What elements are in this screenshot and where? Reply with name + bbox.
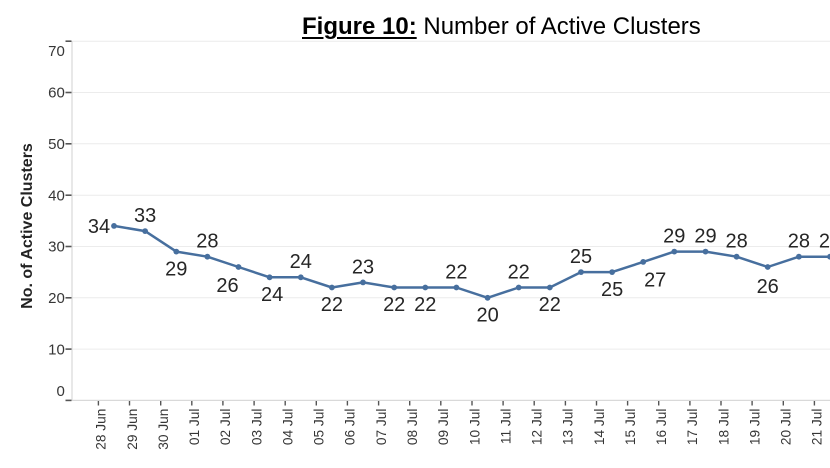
svg-text:03 Jul: 03 Jul [249, 409, 264, 446]
svg-text:20: 20 [48, 290, 65, 307]
svg-text:22: 22 [414, 294, 436, 316]
svg-text:24: 24 [261, 284, 283, 306]
svg-text:30 Jun: 30 Jun [156, 409, 171, 450]
svg-text:24: 24 [290, 251, 312, 273]
svg-text:60: 60 [48, 85, 65, 102]
svg-text:29: 29 [694, 226, 716, 248]
svg-text:08 Jul: 08 Jul [405, 409, 420, 446]
svg-text:25: 25 [570, 246, 592, 268]
svg-text:27: 27 [644, 270, 666, 292]
svg-text:50: 50 [48, 136, 65, 153]
svg-text:22: 22 [539, 294, 561, 316]
svg-text:28 Jun: 28 Jun [94, 409, 109, 450]
svg-text:33: 33 [134, 205, 156, 227]
svg-text:22: 22 [508, 261, 530, 283]
svg-text:18 Jul: 18 Jul [716, 409, 731, 446]
svg-text:30: 30 [48, 239, 65, 256]
svg-text:26: 26 [216, 275, 238, 297]
svg-text:29: 29 [165, 258, 187, 280]
svg-text:0: 0 [56, 383, 64, 400]
svg-text:05 Jul: 05 Jul [312, 409, 327, 446]
svg-text:22: 22 [445, 261, 467, 283]
svg-text:70: 70 [48, 43, 65, 60]
svg-text:14 Jul: 14 Jul [592, 409, 607, 446]
svg-text:16 Jul: 16 Jul [654, 409, 669, 446]
svg-text:17 Jul: 17 Jul [685, 409, 700, 446]
svg-text:29 Jun: 29 Jun [125, 409, 140, 450]
svg-text:15 Jul: 15 Jul [623, 409, 638, 446]
svg-text:28: 28 [196, 231, 218, 253]
svg-text:12 Jul: 12 Jul [530, 409, 545, 446]
svg-text:09 Jul: 09 Jul [436, 409, 451, 446]
svg-text:23: 23 [352, 256, 374, 278]
svg-text:21 Jul: 21 Jul [810, 409, 825, 446]
svg-text:28: 28 [725, 231, 747, 253]
svg-text:10 Jul: 10 Jul [467, 409, 482, 446]
svg-text:10: 10 [48, 341, 65, 358]
svg-text:28: 28 [788, 231, 810, 253]
svg-text:20 Jul: 20 Jul [779, 409, 794, 446]
svg-text:07 Jul: 07 Jul [374, 409, 389, 446]
svg-text:22: 22 [383, 294, 405, 316]
svg-text:20: 20 [476, 305, 498, 327]
svg-text:06 Jul: 06 Jul [343, 409, 358, 446]
svg-text:22: 22 [321, 294, 343, 316]
svg-text:19 Jul: 19 Jul [747, 409, 762, 446]
svg-text:02 Jul: 02 Jul [218, 409, 233, 446]
svg-text:04 Jul: 04 Jul [281, 409, 296, 446]
svg-text:01 Jul: 01 Jul [187, 409, 202, 446]
svg-text:34: 34 [88, 216, 110, 238]
svg-text:40: 40 [48, 187, 65, 204]
svg-text:25: 25 [601, 279, 623, 301]
svg-text:13 Jul: 13 Jul [561, 409, 576, 446]
svg-text:28: 28 [819, 231, 830, 253]
svg-text:11 Jul: 11 Jul [498, 409, 513, 445]
svg-text:26: 26 [757, 276, 779, 298]
svg-text:29: 29 [663, 226, 685, 248]
